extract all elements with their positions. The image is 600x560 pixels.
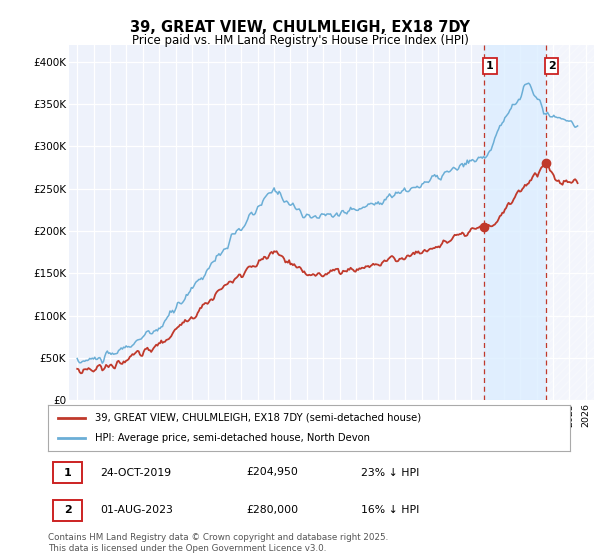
Text: 23% ↓ HPI: 23% ↓ HPI [361, 468, 419, 478]
Text: £280,000: £280,000 [247, 505, 298, 515]
Text: 2: 2 [64, 505, 71, 515]
Bar [484, 45, 546, 400]
FancyBboxPatch shape [53, 500, 82, 521]
Bar [546, 45, 594, 400]
Text: 39, GREAT VIEW, CHULMLEIGH, EX18 7DY: 39, GREAT VIEW, CHULMLEIGH, EX18 7DY [130, 20, 470, 35]
Text: 01-AUG-2023: 01-AUG-2023 [100, 505, 173, 515]
Text: HPI: Average price, semi-detached house, North Devon: HPI: Average price, semi-detached house,… [95, 433, 370, 443]
Text: 2: 2 [548, 61, 556, 71]
Text: Price paid vs. HM Land Registry's House Price Index (HPI): Price paid vs. HM Land Registry's House … [131, 34, 469, 46]
Text: 24-OCT-2019: 24-OCT-2019 [100, 468, 172, 478]
Text: Contains HM Land Registry data © Crown copyright and database right 2025.
This d: Contains HM Land Registry data © Crown c… [48, 533, 388, 553]
FancyBboxPatch shape [53, 462, 82, 483]
Text: 1: 1 [486, 61, 494, 71]
Text: 16% ↓ HPI: 16% ↓ HPI [361, 505, 419, 515]
Text: £204,950: £204,950 [247, 468, 298, 478]
Text: 39, GREAT VIEW, CHULMLEIGH, EX18 7DY (semi-detached house): 39, GREAT VIEW, CHULMLEIGH, EX18 7DY (se… [95, 413, 421, 423]
Text: 1: 1 [64, 468, 71, 478]
